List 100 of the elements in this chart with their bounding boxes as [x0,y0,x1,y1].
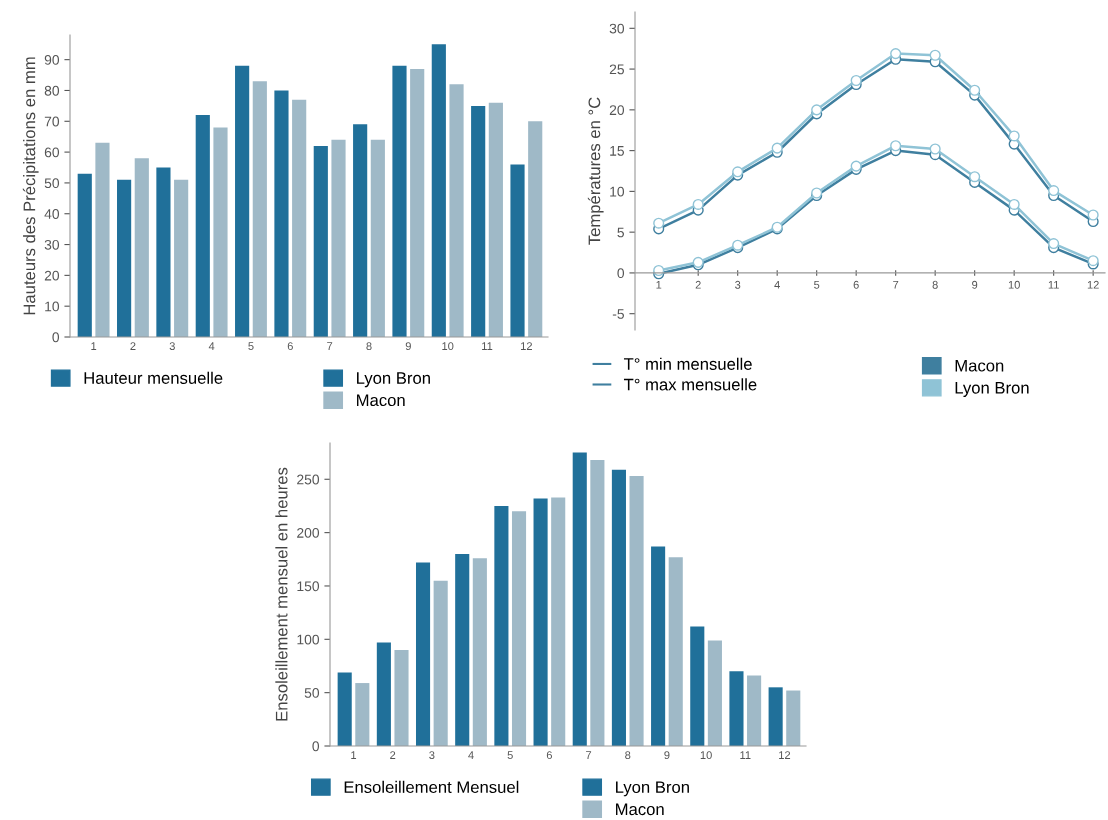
x-tick-label: 3 [169,342,175,351]
point [811,104,823,116]
y-tick-label: 100 [297,634,320,645]
y-tick-label: 90 [44,54,60,65]
x-tick-label: 1 [351,751,357,759]
x-tick-label: 4 [468,751,474,759]
bar [331,139,346,337]
y-tick-label: 10 [45,301,60,312]
x-tick-label: 6 [546,751,552,760]
x-tick-label: 2 [695,280,701,289]
bar [533,498,548,746]
x-tick-label: 5 [248,342,254,351]
y-tick-label: 70 [44,116,60,127]
x-tick-label: 3 [429,751,435,760]
bar [394,649,409,746]
x-tick-label: 10 [442,342,454,351]
x-tick-label: 8 [625,751,631,760]
bar [355,683,370,746]
bar [611,469,626,746]
y-tick-label: 25 [609,64,624,75]
legend-label: Macon [616,803,664,816]
bar [768,687,783,746]
x-tick-label: 11 [740,751,751,759]
x-tick-label: 4 [774,280,780,289]
point [653,217,665,229]
bar [77,173,92,337]
legend-title: Ensoleillement Mensuel [344,780,519,794]
bar [455,553,470,746]
bar [510,164,525,337]
y-tick-label: 250 [297,474,320,485]
y-tick-label: 80 [44,85,60,96]
x-tick-label: 10 [700,751,712,760]
x-tick-label: 5 [814,280,820,289]
point [771,142,783,154]
bar [195,115,210,337]
y-tick-label: 40 [44,209,60,219]
x-tick-label: 9 [664,751,670,760]
x-tick-label: 7 [893,280,899,289]
point [929,143,941,155]
point [890,48,902,60]
bar [690,626,705,746]
bar [511,511,527,746]
legend-label: Lyon Bron [357,372,430,388]
bar [747,675,762,746]
x-tick-label: 5 [507,751,513,760]
bar [629,476,644,746]
x-tick-label: 9 [972,280,978,289]
bar [370,139,385,337]
bar [590,460,605,746]
x-tick-label: 4 [208,342,215,350]
bar [134,158,149,337]
bar [337,672,352,746]
point [969,84,981,96]
y-tick-label: 5 [617,227,624,238]
bar [488,102,503,337]
bar [95,142,110,337]
y-tick-label: 10 [610,186,625,197]
legend-label: T° max mensuelle [623,378,757,391]
y-tick-label: 20 [44,270,60,281]
x-tick-label: 7 [327,342,333,350]
bar [651,546,666,746]
x-tick-label: 1 [91,342,97,350]
y-tick-label: 150 [297,581,320,592]
bar [313,145,328,337]
point [1048,185,1060,197]
bar [668,557,683,746]
point [1087,209,1099,221]
bar [449,84,464,337]
bar [156,167,171,337]
y-tick-label: 60 [44,147,60,158]
bar [528,121,543,337]
bar [472,558,487,746]
bar [707,640,722,746]
bar [292,99,307,337]
x-tick-label: 1 [656,280,662,289]
x-tick-label: 2 [130,342,136,350]
x-tick-label: 7 [586,751,592,759]
text: Macon [955,359,1004,372]
y-tick-label: 0 [52,332,60,343]
point [1008,130,1020,142]
bar [353,124,368,337]
y-axis-title: Ensoleillement mensuel en heures [275,467,288,721]
x-tick-label: 9 [405,342,411,351]
bar [213,127,228,337]
y-tick-label: 50 [44,178,60,189]
bar [117,179,132,337]
x-tick-label: 11 [482,342,493,350]
x-tick-label: 12 [521,342,532,350]
bar [252,81,267,337]
bar [433,580,448,746]
x-tick-label: 11 [1048,280,1059,289]
text: Lyon Bron [955,382,1029,397]
bar [392,65,407,337]
y-tick-label: 30 [609,23,625,34]
point [929,49,941,61]
y-axis-title: Hauteurs des Précipitations en mm [22,57,39,315]
point [969,171,981,183]
bar [572,452,587,746]
x-tick-label: 2 [390,751,396,759]
x-tick-label: 12 [779,751,791,759]
